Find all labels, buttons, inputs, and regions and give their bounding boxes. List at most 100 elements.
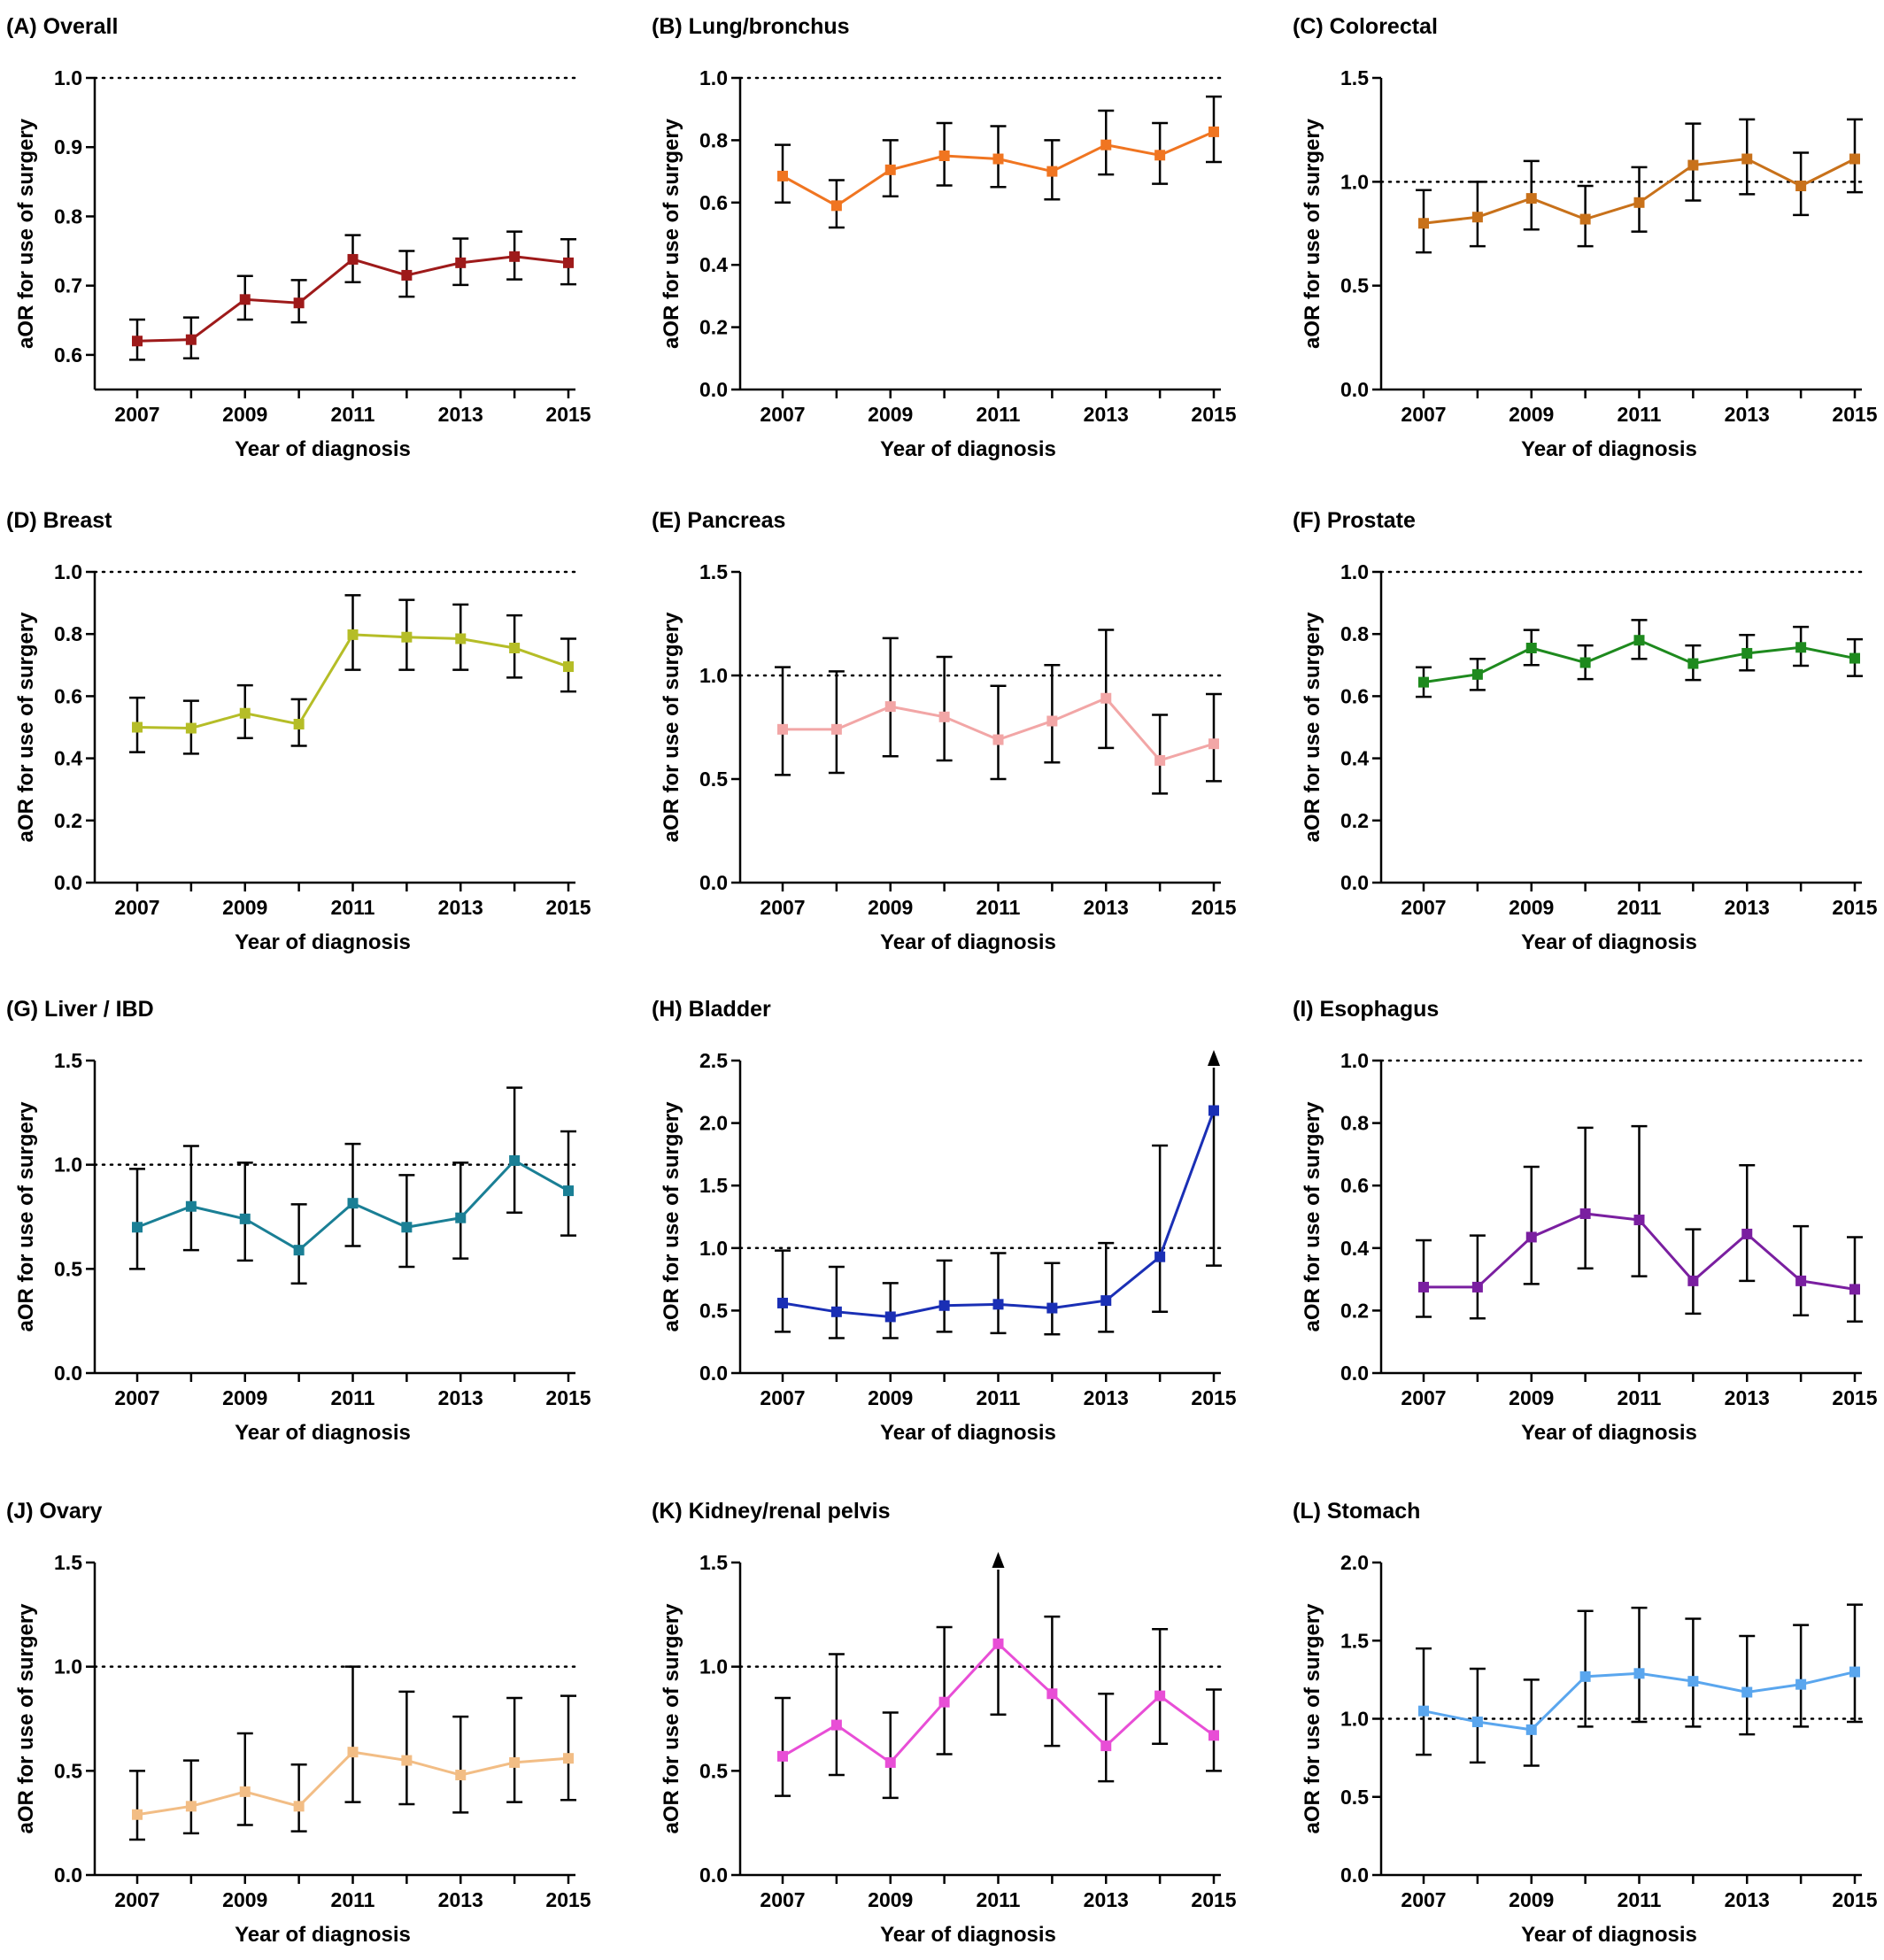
data-point — [455, 633, 467, 644]
panel-label: (D) Breast — [6, 508, 112, 533]
x-tick-label: 2007 — [760, 896, 805, 919]
panel-b: (B) Lung/bronchus 0.0 0.2 0.4 0.6 0.8 1.0 2007 2… — [652, 14, 1237, 461]
y-tick-label: 0.4 — [54, 747, 82, 770]
data-point — [293, 1245, 305, 1256]
panel-l: (L) Stomach 0.0 0.5 1.0 1.5 2.0 2007 2009 2011 20… — [1293, 1499, 1878, 1947]
x-tick-label: 2009 — [222, 403, 267, 426]
panel-label: (E) Pancreas — [652, 508, 785, 533]
x-tick-label: 2007 — [760, 1888, 805, 1911]
x-tick-label: 2007 — [1401, 896, 1446, 919]
x-tick-label: 2015 — [1832, 1386, 1877, 1409]
x-tick-label: 2007 — [760, 403, 805, 426]
data-point — [185, 722, 197, 734]
x-tick-label: 2015 — [545, 403, 591, 426]
data-point — [509, 251, 521, 262]
x-tick-label: 2009 — [1509, 896, 1554, 919]
data-point — [347, 1198, 359, 1209]
data-point — [1741, 1686, 1753, 1698]
x-axis-title: Year of diagnosis — [1521, 437, 1697, 461]
y-axis-title: aOR for use of surgery — [1301, 1101, 1324, 1332]
y-tick-label: 0.5 — [1340, 274, 1369, 297]
x-axis-title: Year of diagnosis — [880, 437, 1056, 461]
y-tick-label: 0.2 — [54, 809, 82, 832]
x-axis-title: Year of diagnosis — [1521, 930, 1697, 954]
data-point — [1633, 1215, 1645, 1226]
data-point — [401, 1222, 413, 1233]
x-axis-title: Year of diagnosis — [880, 1421, 1056, 1445]
data-point — [1154, 1690, 1166, 1701]
data-point — [1208, 126, 1219, 137]
x-tick-label: 2007 — [114, 896, 159, 919]
data-point — [992, 1638, 1004, 1649]
data-point — [455, 1212, 467, 1223]
x-tick-label: 2015 — [1832, 403, 1877, 426]
y-axis-title: aOR for use of surgery — [1301, 612, 1324, 843]
x-tick-label: 2013 — [438, 896, 483, 919]
data-point — [1795, 1275, 1807, 1286]
y-tick-label: 0.0 — [1340, 1864, 1369, 1887]
y-tick-label: 0.0 — [699, 1864, 728, 1887]
x-tick-label: 2013 — [1084, 896, 1129, 919]
data-point — [132, 721, 143, 733]
data-point — [1579, 213, 1591, 225]
data-point — [777, 1750, 788, 1762]
data-point — [777, 170, 788, 181]
y-tick-label: 0.2 — [1340, 1299, 1369, 1322]
y-axis-title: aOR for use of surgery — [660, 1603, 683, 1834]
x-tick-label: 2007 — [114, 403, 159, 426]
y-tick-label: 0.8 — [54, 204, 82, 228]
y-tick-label: 1.0 — [1340, 170, 1369, 193]
data-point — [563, 1753, 574, 1764]
data-point — [347, 629, 359, 640]
panel-label: (K) Kidney/renal pelvis — [652, 1499, 891, 1524]
data-point — [239, 294, 251, 305]
data-point — [185, 1200, 197, 1212]
data-point — [1579, 1208, 1591, 1219]
data-point — [1849, 153, 1860, 165]
error-bar-arrow-icon — [1208, 1050, 1220, 1066]
panel-label: (J) Ovary — [6, 1499, 102, 1524]
y-tick-label: 2.5 — [699, 1049, 728, 1072]
x-tick-label: 2013 — [1725, 1888, 1770, 1911]
data-point — [992, 1299, 1004, 1310]
y-tick-label: 0.2 — [699, 316, 728, 339]
x-tick-label: 2015 — [1191, 403, 1236, 426]
x-axis-title: Year of diagnosis — [235, 437, 411, 461]
y-tick-label: 1.5 — [699, 1174, 728, 1197]
data-point — [1208, 1105, 1219, 1116]
x-tick-label: 2013 — [1084, 1888, 1129, 1911]
y-tick-label: 1.0 — [1340, 1708, 1369, 1731]
x-tick-label: 2007 — [1401, 1386, 1446, 1409]
y-axis-title: aOR for use of surgery — [14, 612, 38, 843]
x-axis-title: Year of diagnosis — [1521, 1421, 1697, 1445]
data-point — [293, 297, 305, 309]
x-tick-label: 2009 — [222, 1386, 267, 1409]
panel-a: (A) Overall 0.6 0.7 0.8 0.9 1.0 2007 2009 2011 20… — [6, 14, 591, 461]
y-tick-label: 1.0 — [1340, 560, 1369, 583]
x-axis-title: Year of diagnosis — [880, 1923, 1056, 1947]
data-point — [1471, 668, 1483, 680]
y-tick-label: 1.0 — [699, 66, 728, 89]
x-tick-label: 2009 — [1509, 1386, 1554, 1409]
data-point — [1795, 1678, 1807, 1690]
data-point — [1046, 166, 1058, 177]
y-tick-label: 0.6 — [1340, 684, 1369, 707]
x-tick-label: 2011 — [1618, 896, 1662, 919]
data-point — [1046, 1688, 1058, 1700]
y-tick-label: 0.7 — [54, 274, 82, 297]
x-axis-title: Year of diagnosis — [235, 1923, 411, 1947]
data-point — [1741, 1228, 1753, 1239]
x-tick-label: 2013 — [1725, 896, 1770, 919]
x-tick-label: 2011 — [1618, 1386, 1662, 1409]
x-axis-title: Year of diagnosis — [235, 1421, 411, 1445]
y-tick-label: 0.8 — [1340, 1112, 1369, 1135]
data-point — [1418, 218, 1429, 229]
data-point — [1154, 754, 1166, 766]
x-tick-label: 2015 — [1832, 1888, 1877, 1911]
panel-g: (G) Liver / IBD 0.0 0.5 1.0 1.5 2007 2009 2011 2… — [6, 997, 591, 1445]
data-point — [563, 1185, 574, 1197]
data-point — [1100, 139, 1112, 150]
y-tick-label: 0.4 — [1340, 1237, 1369, 1260]
panel-i: (I) Esophagus 0.0 0.2 0.4 0.6 0.8 1.0 2007 2009 2… — [1293, 997, 1878, 1445]
x-tick-label: 2015 — [545, 1888, 591, 1911]
